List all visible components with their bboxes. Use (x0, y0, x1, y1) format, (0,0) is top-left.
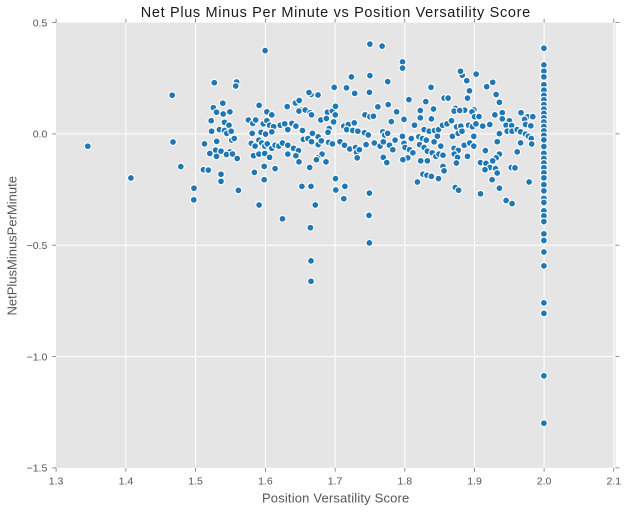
svg-text:−1.0: −1.0 (27, 351, 48, 363)
svg-text:−0.5: −0.5 (27, 240, 48, 252)
svg-text:1.3: 1.3 (49, 475, 64, 487)
svg-text:0.0: 0.0 (33, 129, 48, 141)
svg-text:Position Versatility Score: Position Versatility Score (262, 491, 409, 506)
svg-text:1.8: 1.8 (397, 475, 412, 487)
svg-text:1.7: 1.7 (328, 475, 343, 487)
svg-text:1.4: 1.4 (119, 475, 134, 487)
svg-text:2.1: 2.1 (606, 475, 621, 487)
svg-text:NetPlusMinusPerMinute: NetPlusMinusPerMinute (4, 176, 19, 315)
svg-text:0.5: 0.5 (33, 17, 48, 29)
svg-text:−1.5: −1.5 (27, 463, 48, 475)
svg-text:2.0: 2.0 (537, 475, 552, 487)
svg-text:1.5: 1.5 (188, 475, 203, 487)
svg-text:1.9: 1.9 (467, 475, 482, 487)
svg-text:Net Plus Minus Per Minute vs P: Net Plus Minus Per Minute vs Position Ve… (141, 5, 531, 21)
svg-text:1.6: 1.6 (258, 475, 273, 487)
